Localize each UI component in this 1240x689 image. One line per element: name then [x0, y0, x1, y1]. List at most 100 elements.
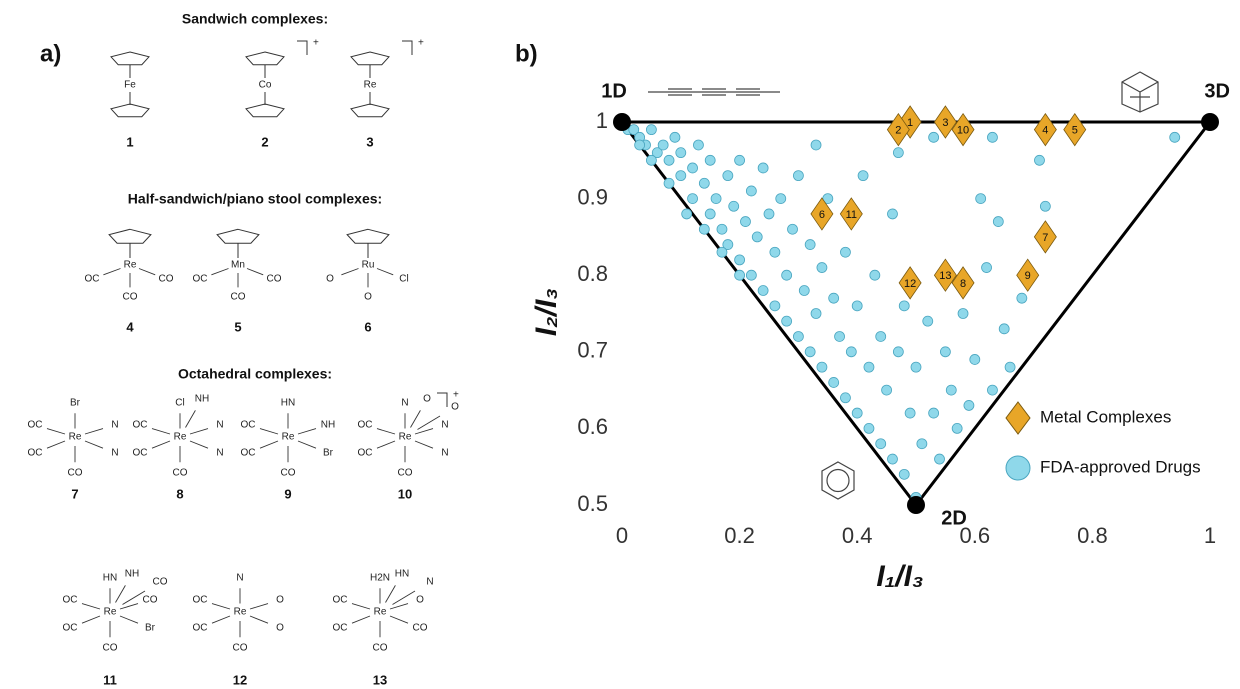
- y-tick-label: 1: [596, 108, 608, 133]
- metal-complex-point: [810, 197, 834, 231]
- metal-label: Re: [364, 80, 377, 91]
- ring: [110, 103, 150, 118]
- bond: [189, 428, 209, 435]
- compound-number: 4: [126, 319, 134, 334]
- bond: [84, 440, 104, 449]
- bond: [297, 440, 317, 449]
- ligand-label: OC: [133, 420, 148, 431]
- drug-point: [957, 308, 969, 319]
- drug-point: [634, 139, 646, 151]
- point-label: 2: [895, 125, 901, 137]
- drug-point: [887, 208, 898, 220]
- ligand-label: OC: [133, 448, 148, 459]
- bond: [410, 410, 421, 428]
- drug-point: [728, 200, 740, 212]
- metal-label: Re: [69, 432, 82, 443]
- drug-point: [804, 346, 816, 358]
- bond: [249, 603, 269, 610]
- drug-point: [687, 193, 698, 205]
- drug-point: [663, 177, 675, 189]
- ligand-label: O: [326, 274, 334, 285]
- drug-point: [646, 154, 657, 166]
- ligand-label: OC: [241, 420, 256, 431]
- drug-point: [628, 124, 640, 136]
- ligand-label: CO: [68, 468, 83, 479]
- drug-point: [734, 254, 745, 266]
- drug-point: [881, 384, 892, 396]
- drug-point: [816, 361, 828, 373]
- drug-point: [763, 208, 775, 220]
- bond: [103, 268, 121, 276]
- drug-point: [1034, 154, 1045, 166]
- drug-point: [922, 315, 934, 327]
- drug-point: [775, 193, 787, 205]
- point-label: 8: [960, 278, 966, 290]
- drug-point: [657, 139, 669, 151]
- bond: [189, 440, 209, 449]
- bond: [119, 615, 139, 624]
- bond: [417, 415, 441, 430]
- compound-number: 2: [261, 134, 268, 149]
- decorations: [648, 71, 1159, 500]
- ligand-label: Br: [323, 448, 334, 459]
- point-label: 11: [846, 209, 857, 221]
- drug-point: [687, 162, 698, 174]
- metal-complex-point: [933, 258, 957, 292]
- point-label: 12: [904, 278, 916, 290]
- ligand-label: CO: [159, 274, 174, 285]
- charge-bracket: [402, 40, 413, 55]
- bond: [115, 585, 126, 603]
- panel-label: b): [515, 40, 538, 67]
- ligand-label: N: [441, 448, 448, 459]
- ring: [245, 51, 285, 66]
- metal-complex-point: [1016, 258, 1040, 292]
- ligand-label: OC: [85, 274, 100, 285]
- metal-complex-point: [839, 197, 863, 231]
- legend-marker: [1005, 455, 1031, 481]
- metal-complex-point: [1033, 112, 1057, 147]
- drug-point: [834, 331, 845, 342]
- metal-label: Re: [234, 607, 247, 618]
- bond: [351, 603, 371, 610]
- charge-bracket: [437, 392, 448, 407]
- ligand-label: CO: [373, 643, 388, 654]
- metal-complex-point: [886, 112, 910, 147]
- bond: [119, 603, 139, 610]
- drug-point: [840, 246, 851, 258]
- compound-number: 11: [103, 672, 117, 687]
- charge: +: [313, 38, 319, 49]
- drug-point: [651, 147, 663, 159]
- legend-label: Metal Complexes: [1040, 407, 1171, 426]
- x-tick-label: 0: [616, 523, 628, 548]
- ring: [350, 51, 390, 66]
- vertex-point: [1201, 113, 1219, 131]
- drug-point: [745, 269, 757, 281]
- bond: [259, 428, 279, 435]
- drug-point: [934, 453, 945, 465]
- section-title: Sandwich complexes:: [182, 11, 328, 27]
- drug-point: [887, 453, 898, 465]
- drug-point: [998, 323, 1010, 335]
- ligand-label: CO: [143, 595, 158, 606]
- drug-point: [969, 354, 981, 365]
- ligand-label: CO: [123, 292, 138, 303]
- metal-complex-point: [951, 112, 975, 147]
- compound-number: 1: [126, 134, 133, 149]
- triangle-boundary: [618, 120, 1214, 508]
- metal-label: Re: [104, 607, 117, 618]
- ligand-label: Br: [70, 398, 81, 409]
- ligand-label: H2N: [370, 573, 390, 584]
- drug-point: [963, 400, 975, 411]
- bond: [389, 615, 409, 624]
- drug-point: [810, 308, 822, 319]
- compound-number: 10: [398, 486, 412, 501]
- y-tick-label: 0.9: [577, 184, 608, 209]
- drug-point: [740, 216, 751, 227]
- ligand-label: O: [423, 394, 431, 405]
- drug-point: [851, 300, 863, 312]
- section-title: Half-sandwich/piano stool complexes:: [128, 191, 382, 207]
- metal-complex-point: [1033, 220, 1057, 254]
- drug-point: [875, 331, 887, 342]
- drug-point: [781, 269, 793, 281]
- drug-point: [987, 384, 998, 396]
